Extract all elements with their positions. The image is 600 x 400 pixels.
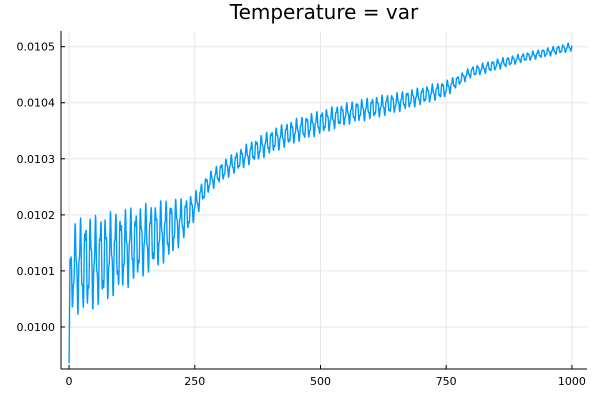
series-line	[68, 42, 573, 364]
x-tick-label: 750	[436, 375, 457, 388]
x-tick-label: 0	[66, 375, 73, 388]
series-layer	[68, 42, 573, 364]
y-tick-label: 0.0105	[17, 41, 56, 54]
axes	[60, 31, 587, 370]
y-tick-label: 0.0103	[17, 153, 56, 166]
x-tick-label: 1000	[558, 375, 586, 388]
chart-title: Temperature = var	[229, 0, 419, 24]
y-tick-label: 0.0100	[17, 321, 56, 334]
y-tick-label: 0.0102	[17, 209, 56, 222]
x-tick-label: 250	[184, 375, 205, 388]
grid-lines	[61, 31, 587, 369]
x-tick-label: 500	[310, 375, 331, 388]
y-tick-label: 0.0101	[17, 265, 56, 278]
y-tick-label: 0.0104	[17, 97, 56, 110]
tick-labels: 0 250 500 750 1000 0.0100 0.0101 0.0102 0.0103 0.…	[17, 41, 586, 388]
